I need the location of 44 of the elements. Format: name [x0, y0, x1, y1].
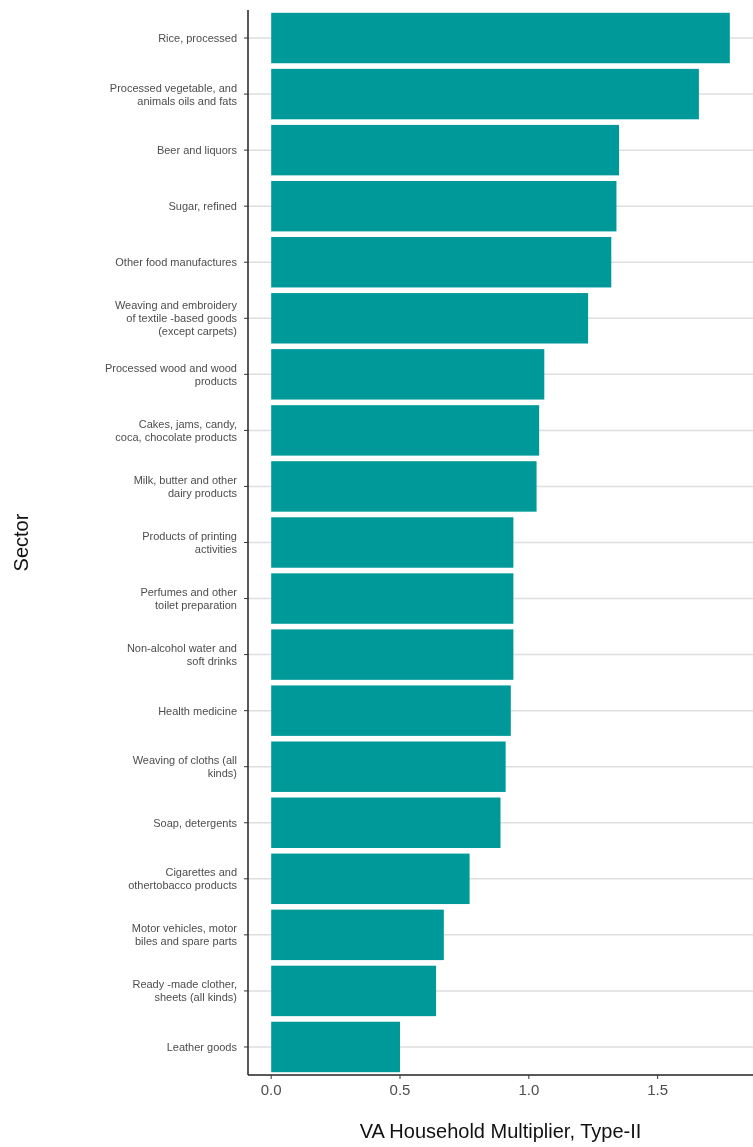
bar: [271, 124, 620, 176]
bar: [271, 68, 699, 120]
y-tick-label: Processed wood and wood products: [104, 361, 238, 387]
x-tick-label: 0.5: [389, 1081, 411, 1098]
bar: [271, 685, 511, 736]
x-tick-label: 0.0: [260, 1081, 282, 1098]
y-tick-label: Processed vegetable, and animals oils and fats: [109, 81, 238, 107]
y-tick-label: Other food manufactures: [115, 256, 238, 269]
y-tick-label: Cakes, jams, candy, coca, chocolate products: [115, 417, 238, 443]
bar: [271, 797, 501, 848]
y-tick-label: Beer and liquors: [156, 144, 238, 157]
bar: [271, 741, 506, 792]
y-tick-label: Ready -made clother, sheets (all kinds): [132, 978, 237, 1004]
y-tick-label: Rice, processed: [158, 32, 237, 45]
y-tick-label: Weaving and embroidery of textile -based goods (except carpets): [114, 299, 238, 338]
x-axis-title: VA Household Multiplier, Type-II: [359, 1120, 642, 1142]
y-tick-label: Cigarettes and othertobacco products: [128, 866, 238, 892]
x-tick-label: 1.5: [647, 1081, 669, 1098]
bar: [271, 1021, 401, 1073]
bar: [271, 853, 470, 905]
y-tick-label: Soap, detergents: [153, 816, 238, 829]
bar: [271, 293, 589, 344]
bar: [271, 461, 537, 512]
bar: [271, 237, 612, 288]
y-tick-label: Motor vehicles, motor biles and spare parts: [131, 922, 238, 948]
y-tick-label: Perfumes and other toilet preparation: [140, 586, 238, 612]
bar: [271, 965, 437, 1017]
y-tick-label: Products of printing activities: [142, 530, 238, 555]
bar: [271, 12, 730, 64]
bar: [271, 573, 514, 624]
bar: [271, 349, 545, 400]
y-tick-label: Weaving of cloths (all kinds): [132, 754, 237, 780]
bar: [271, 629, 514, 680]
x-tick-label: 1.0: [518, 1081, 540, 1098]
bar: [271, 517, 514, 568]
y-axis-title: Sector: [10, 513, 32, 572]
y-tick-label: Health medicine: [158, 704, 237, 717]
bar: [271, 909, 444, 961]
y-tick-label: Sugar, refined: [168, 200, 237, 213]
y-tick-label: Non-alcohol water and soft drinks: [126, 642, 238, 668]
y-tick-label: Milk, butter and other dairy products: [133, 473, 238, 499]
bar: [271, 180, 617, 232]
y-tick-label: Leather goods: [166, 1040, 238, 1053]
bar: [271, 405, 540, 456]
